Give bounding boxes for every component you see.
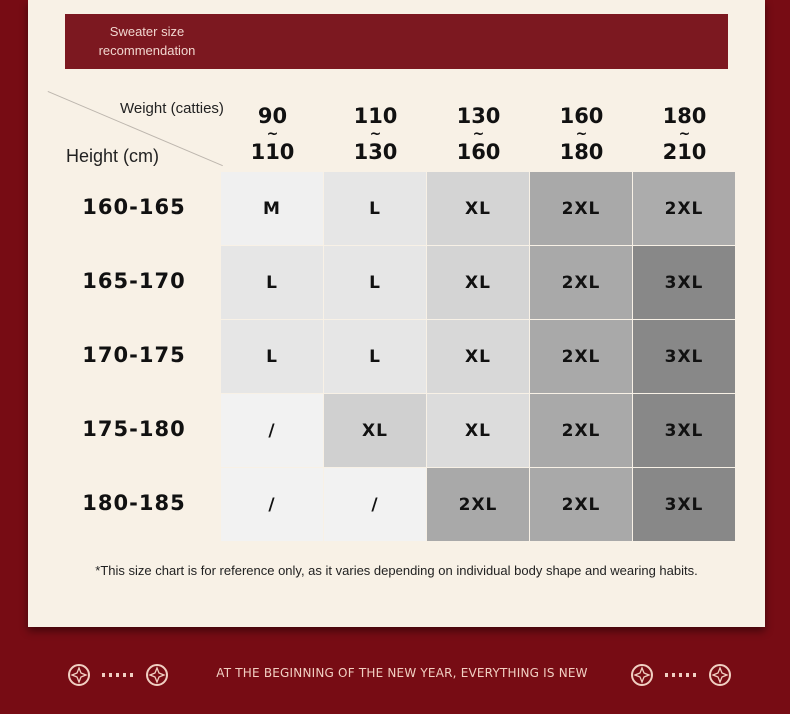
tilde: ~ — [266, 128, 279, 140]
size-cell: 3XL — [633, 246, 735, 319]
size-cell: 2XL — [530, 172, 632, 245]
tilde: ~ — [575, 128, 588, 140]
footer-ornament-left — [68, 664, 168, 686]
weight-to: 110 — [250, 140, 295, 164]
height-range-header: 180-185 — [82, 491, 186, 515]
weight-axis-label: Weight (catties) — [120, 100, 224, 117]
star-in-circle-icon — [146, 664, 168, 686]
star-in-circle-icon — [68, 664, 90, 686]
size-cell: XL — [427, 246, 529, 319]
tilde: ~ — [369, 128, 382, 140]
weight-from: 130 — [456, 104, 501, 128]
banner-title-line2: recommendation — [98, 43, 196, 58]
weight-range-header: 90 ~110 — [221, 104, 324, 164]
size-chart-card: Sweater size recommendation Weight (catti… — [28, 0, 765, 627]
star-in-circle-icon — [631, 664, 653, 686]
size-cell: XL — [427, 320, 529, 393]
weight-range-header: 160 ~180 — [530, 104, 633, 164]
size-cell: L — [324, 320, 426, 393]
size-cell: 2XL — [633, 172, 735, 245]
weight-from: 180 — [662, 104, 707, 128]
weight-from: 90 — [257, 104, 288, 128]
size-cell: XL — [427, 394, 529, 467]
title-banner — [65, 14, 728, 69]
size-cell: 3XL — [633, 320, 735, 393]
size-cell: 2XL — [530, 468, 632, 541]
size-cell: 3XL — [633, 468, 735, 541]
size-cell: 2XL — [530, 246, 632, 319]
size-cell: / — [221, 394, 323, 467]
size-cell: 2XL — [530, 320, 632, 393]
size-cell: XL — [324, 394, 426, 467]
footer-slogan: AT THE BEGINNING OF THE NEW YEAR, EVERYT… — [216, 666, 588, 680]
banner-title: Sweater size recommendation — [72, 14, 222, 60]
height-range-header: 165-170 — [82, 269, 186, 293]
banner-title-line1: Sweater size — [109, 24, 185, 39]
height-range-header: 175-180 — [82, 417, 186, 441]
size-cell: L — [324, 172, 426, 245]
weight-from: 160 — [559, 104, 604, 128]
size-cell: 3XL — [633, 394, 735, 467]
size-cell: L — [221, 246, 323, 319]
weight-to: 160 — [456, 140, 501, 164]
tilde: ~ — [678, 128, 691, 140]
weight-from: 110 — [353, 104, 398, 128]
size-cell: XL — [427, 172, 529, 245]
size-cell: L — [221, 320, 323, 393]
size-cell: M — [221, 172, 323, 245]
height-range-header: 170-175 — [82, 343, 186, 367]
tilde: ~ — [472, 128, 485, 140]
weight-range-header: 130 ~160 — [427, 104, 530, 164]
star-in-circle-icon — [709, 664, 731, 686]
weight-to: 180 — [559, 140, 604, 164]
size-cell: 2XL — [530, 394, 632, 467]
weight-to: 210 — [662, 140, 707, 164]
size-grid: M L XL 2XL 2XL L L XL 2XL 3XL L L XL 2XL 3XL / XL XL 2XL 3X… — [221, 172, 735, 541]
weight-to: 130 — [353, 140, 398, 164]
height-range-header: 160-165 — [82, 195, 186, 219]
footer: AT THE BEGINNING OF THE NEW YEAR, EVERYT… — [0, 660, 790, 688]
disclaimer-note: *This size chart is for reference only, … — [95, 563, 698, 578]
size-cell: / — [324, 468, 426, 541]
footer-ornament-right — [631, 664, 731, 686]
size-cell: / — [221, 468, 323, 541]
weight-range-header: 180 ~210 — [633, 104, 736, 164]
size-cell: 2XL — [427, 468, 529, 541]
height-axis-label: Height (cm) — [66, 146, 160, 166]
size-cell: L — [324, 246, 426, 319]
weight-range-header: 110 ~130 — [324, 104, 427, 164]
